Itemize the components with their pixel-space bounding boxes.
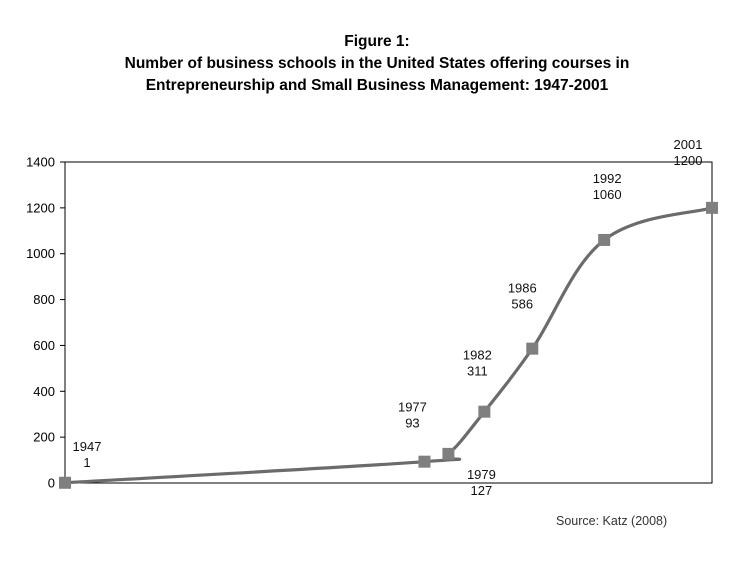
data-markers	[59, 201, 718, 489]
data-point-marker	[478, 405, 491, 418]
chart-title-line-2: Entrepreneurship and Small Business Mana…	[145, 77, 609, 94]
data-point-marker	[442, 447, 455, 460]
data-label-value: 93	[405, 416, 419, 431]
data-point-marker	[526, 342, 539, 355]
y-tick-label: 0	[48, 476, 55, 491]
y-tick-label: 1200	[26, 200, 55, 215]
data-label-value: 1060	[593, 187, 622, 202]
y-tick-label: 600	[33, 338, 55, 353]
chart-title-line-1: Number of business schools in the United…	[124, 55, 630, 72]
data-label-value: 1200	[674, 153, 703, 168]
data-label-year: 1979	[467, 467, 496, 482]
data-label-value: 311	[467, 364, 488, 379]
y-tick-label: 800	[33, 292, 55, 307]
chart-title-figure-number: Figure 1:	[344, 33, 410, 50]
data-point-marker	[706, 201, 718, 214]
data-label-year: 2001	[674, 137, 703, 152]
data-label-value: 1	[83, 455, 90, 470]
y-tick-label: 400	[33, 384, 55, 399]
y-axis-ticks: 0 200 400 600 800 1000 1200 1400	[26, 155, 65, 491]
data-point-marker	[59, 476, 71, 489]
data-label-year: 1992	[593, 171, 622, 186]
data-label-year: 1977	[398, 400, 427, 415]
data-point-marker	[598, 233, 611, 246]
data-label-value: 127	[471, 483, 493, 498]
y-tick-label: 1000	[26, 246, 55, 261]
data-label-year: 1982	[463, 348, 492, 363]
data-label-year: 1986	[508, 281, 537, 296]
source-note: Source: Katz (2008)	[556, 514, 668, 528]
plot-frame	[64, 161, 713, 484]
series-line	[63, 206, 714, 485]
data-point-marker	[418, 455, 431, 468]
data-label-value: 586	[511, 297, 533, 312]
y-tick-label: 200	[33, 430, 55, 445]
y-tick-label: 1400	[26, 155, 55, 170]
data-label-year: 1947	[73, 439, 102, 454]
